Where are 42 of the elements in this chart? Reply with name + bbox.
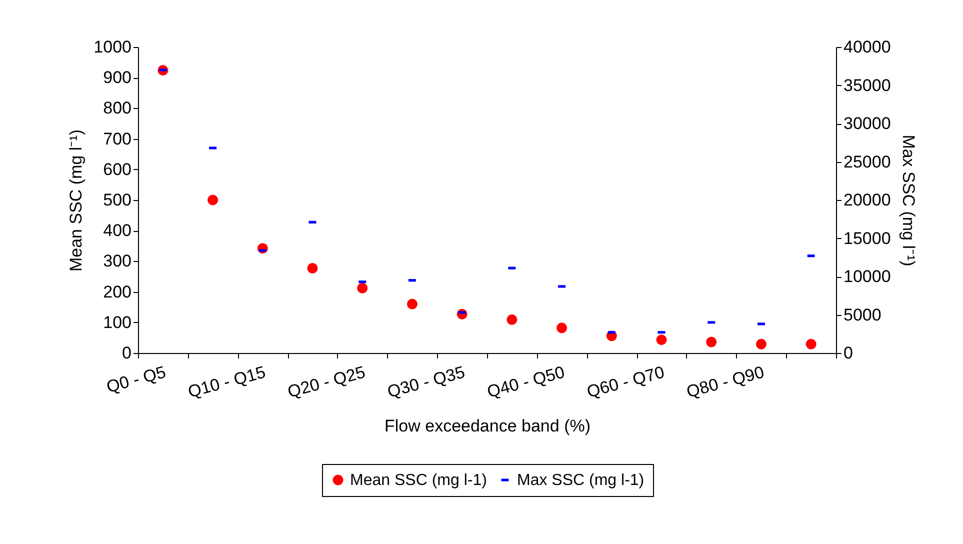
y-tick-label: 200 [103, 282, 132, 302]
point [307, 263, 318, 274]
y-tick-label: 900 [103, 68, 132, 88]
y2-tick-label: 35000 [844, 76, 891, 95]
point [506, 314, 518, 325]
y2-tick-label: 15000 [844, 228, 891, 248]
x-axis-title: Flow exceedance band (%) [384, 416, 591, 436]
point [556, 322, 568, 334]
point [406, 298, 418, 310]
y-tick-label: 500 [103, 190, 132, 210]
point [357, 282, 368, 294]
y-tick-label: 300 [103, 252, 132, 271]
y-tick-label: 0 [122, 344, 132, 362]
y-tick-label: 1000 [94, 38, 132, 56]
legend-label: Mean SSC (mg l-1) [350, 472, 487, 489]
x-tick-label: Q80 - Q90 [684, 362, 766, 402]
y-tick-label: 600 [103, 160, 132, 179]
y2-tick-label: 0 [844, 344, 853, 362]
point [706, 336, 717, 348]
y-tick-label: 700 [103, 129, 132, 148]
y-tick-label: 100 [103, 312, 132, 332]
y2-tick-label: 10000 [844, 267, 891, 286]
point [656, 334, 667, 346]
y-tick-label: 800 [103, 98, 132, 118]
legend-label: Max SSC (mg l-1) [517, 472, 644, 489]
x-tick-label: Q0 - Q5 [104, 362, 168, 397]
y2-tick-label: 20000 [844, 190, 891, 210]
point [756, 338, 766, 350]
y-axis-title: Mean SSC (mg l⁻¹) [66, 129, 86, 272]
x-tick-label: Q30 - Q35 [385, 362, 467, 402]
x-tick-label: Q20 - Q25 [286, 362, 368, 402]
y2-tick-label: 40000 [844, 38, 891, 56]
x-tick-label: Q60 - Q70 [584, 362, 666, 402]
y2-tick-label: 25000 [844, 152, 891, 172]
point [208, 194, 218, 206]
x-tick-label: Q40 - Q50 [485, 362, 567, 402]
point [806, 338, 816, 350]
y-tick-label: 400 [103, 221, 132, 240]
y2-tick-label: 5000 [844, 305, 882, 324]
y2-tick-label: 30000 [844, 114, 891, 133]
x-tick-label: Q10 - Q15 [186, 362, 268, 402]
y2-axis-title: Max SSC (mg l⁻¹) [898, 134, 918, 266]
